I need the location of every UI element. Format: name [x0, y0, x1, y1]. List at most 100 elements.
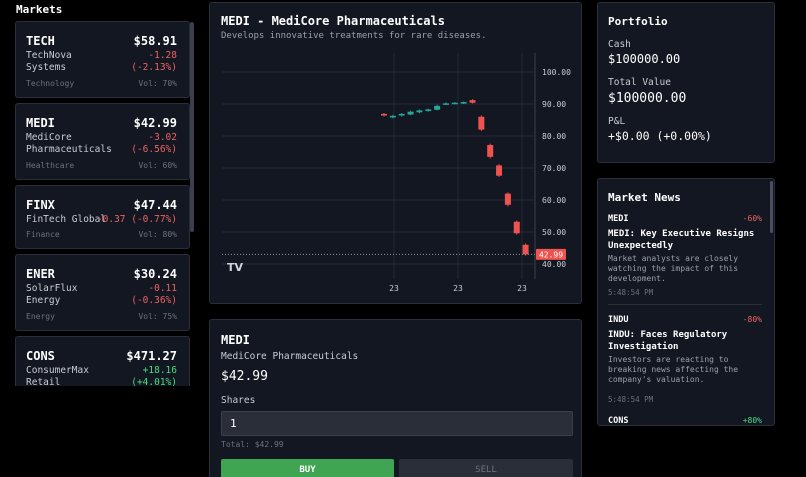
candle-body: [381, 113, 387, 116]
news-item[interactable]: INDU -80% INDU: Faces Regulatory Investi…: [608, 315, 762, 410]
tradingview-logo: TV: [227, 261, 244, 274]
stock-price: $47.44: [133, 198, 177, 212]
stock-symbol: TECH: [26, 34, 55, 48]
x-tick-label: 23: [389, 284, 399, 293]
stock-card-cons[interactable]: CONS $471.27 ConsumerMax Retail +18.16 (+…: [15, 336, 190, 386]
stock-card-finx[interactable]: FINX $47.44 FinTech Global -0.37 (-0.77%…: [15, 185, 190, 249]
chart-panel: MEDI - MediCore Pharmaceuticals Develops…: [209, 2, 582, 304]
x-tick-label: 23: [453, 284, 463, 293]
candle-body: [460, 102, 467, 104]
stock-symbol: ENER: [26, 267, 55, 281]
news-symbol: INDU: [608, 315, 629, 325]
stock-price: $471.27: [126, 349, 177, 363]
news-body: Investors are reacting to breaking news …: [608, 355, 739, 384]
y-tick-label: 40.00: [542, 260, 566, 269]
stock-name: FinTech Global: [26, 214, 107, 225]
portfolio-title: Portfolio: [608, 15, 668, 28]
candle-body: [442, 103, 449, 105]
portfolio-panel: Portfolio Cash $100000.00 Total Value $1…: [597, 2, 775, 163]
stock-volatility: Vol: 70%: [138, 79, 177, 88]
total-value: $100000.00: [608, 91, 687, 106]
candle-body: [407, 111, 414, 115]
stock-name: ConsumerMax Retail: [26, 365, 89, 386]
stock-change: +18.16 (+4.01%): [131, 365, 177, 386]
cash-label: Cash: [608, 39, 631, 50]
news-impact: +80%: [742, 416, 762, 425]
current-price-badge: [536, 248, 566, 260]
candle-body: [416, 110, 423, 113]
news-symbol: CONS: [608, 416, 629, 426]
chart-description: Develops innovative treatments for rare …: [221, 31, 487, 41]
candle-body: [398, 113, 405, 116]
stock-change: -0.37 (-0.77%): [96, 214, 177, 225]
sell-button[interactable]: SELL: [399, 459, 573, 477]
stock-sector: Healthcare: [26, 161, 75, 170]
stock-change: -0.11 (-0.36%): [131, 283, 177, 306]
x-tick-label: 23: [517, 284, 527, 293]
y-tick-label: 60.00: [542, 196, 566, 205]
stock-sector: Technology: [26, 79, 75, 88]
candle-body: [434, 105, 441, 110]
stock-name: SolarFlux Energy: [26, 283, 78, 306]
candle-body: [522, 244, 529, 255]
stock-change: -1.28 (-2.13%): [131, 50, 177, 73]
stock-volatility: Vol: 80%: [138, 230, 177, 239]
total-value-label: Total Value: [608, 77, 671, 88]
stock-name: MediCore Pharmaceuticals: [26, 132, 112, 155]
tradingview-logo-text: TV: [227, 261, 244, 274]
candle-body: [487, 144, 494, 157]
y-tick-label: 100.00: [542, 68, 571, 77]
stock-change: -3.02 (-6.56%): [131, 132, 177, 155]
news-body: Market analysts are closely watching the…: [608, 254, 739, 283]
stock-price: $30.24: [133, 267, 177, 281]
news-divider: [608, 304, 762, 305]
cash-value: $100000.00: [608, 52, 681, 66]
stock-sector: Energy: [26, 312, 55, 321]
news-headline: INDU: Faces Regulatory Investigation: [608, 330, 728, 352]
news-time: 5:48:54 PM: [608, 395, 654, 404]
trade-company-name: MediCore Pharmaceuticals: [221, 351, 359, 362]
candle-body: [469, 100, 476, 103]
stock-volatility: Vol: 75%: [138, 312, 177, 321]
trade-panel: MEDI MediCore Pharmaceuticals $42.99 Sha…: [209, 319, 582, 477]
stock-card-tech[interactable]: TECH $58.91 TechNova Systems -1.28 (-2.13…: [15, 21, 190, 98]
news-title: Market News: [608, 191, 681, 204]
y-tick-label: 50.00: [542, 228, 566, 237]
trade-price: $42.99: [221, 369, 268, 384]
stock-symbol: FINX: [26, 198, 55, 212]
stock-symbol: CONS: [26, 349, 55, 363]
stock-volatility: Vol: 60%: [138, 161, 177, 170]
chart-title: MEDI - MediCore Pharmaceuticals: [221, 14, 445, 28]
stock-card-ener[interactable]: ENER $30.24 SolarFlux Energy -0.11 (-0.36…: [15, 254, 190, 331]
pnl-label: P&L: [608, 116, 626, 127]
markets-scrollbar[interactable]: [190, 22, 194, 232]
news-item[interactable]: CONS +80%: [608, 416, 762, 426]
buy-button[interactable]: BUY: [221, 459, 394, 477]
pnl-value: +$0.00 (+0.00%): [608, 129, 712, 143]
trade-total: Total: $42.99: [221, 440, 284, 449]
candle-body: [389, 115, 396, 118]
shares-input[interactable]: [221, 411, 573, 436]
y-tick-label: 70.00: [542, 164, 566, 173]
stock-card-medi[interactable]: MEDI $42.99 MediCore Pharmaceuticals -3.…: [15, 103, 190, 180]
candle-body: [478, 116, 485, 130]
candle-body: [451, 102, 458, 105]
stock-sector: Finance: [26, 230, 60, 239]
stock-symbol: MEDI: [26, 116, 55, 130]
current-price-label: 42.99: [539, 250, 563, 259]
news-scrollbar[interactable]: [770, 181, 773, 233]
y-tick-label: 80.00: [542, 132, 566, 141]
candle-body: [513, 221, 520, 234]
markets-title: Markets: [16, 3, 63, 16]
news-symbol: MEDI: [608, 214, 629, 224]
news-impact: -80%: [742, 315, 762, 324]
news-item[interactable]: MEDI -60% MEDI: Key Executive Resigns Un…: [608, 214, 762, 299]
news-time: 5:48:54 PM: [608, 288, 654, 297]
candle-body: [425, 109, 432, 112]
shares-label: Shares: [221, 395, 256, 406]
news-panel: Market News MEDI -60% MEDI: Key Executiv…: [597, 178, 775, 426]
candle-body: [496, 165, 503, 176]
markets-list: TECH $58.91 TechNova Systems -1.28 (-2.13…: [15, 21, 195, 386]
y-tick-label: 90.00: [542, 100, 566, 109]
